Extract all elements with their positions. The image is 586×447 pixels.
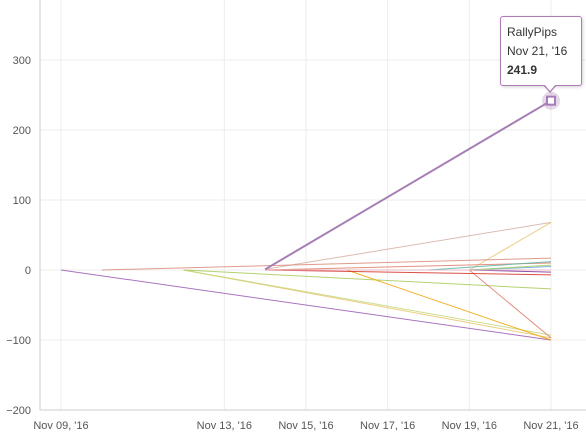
tooltip-date: Nov 21, '16 [507,44,568,58]
series-line[interactable] [60,269,552,341]
series-line[interactable] [265,269,552,276]
y-tick-label: 300 [13,55,31,67]
tooltip-value: 241.9 [507,63,538,77]
y-tick-label: 200 [13,125,31,137]
series-line-rallypips[interactable] [264,99,552,271]
axes [39,0,586,411]
series-line[interactable] [183,269,552,336]
series-group [60,99,552,341]
y-tick-label: −200 [6,405,31,417]
x-tick-label: Nov 09, '16 [33,420,88,432]
series-line[interactable] [428,261,552,271]
x-tick-label: Nov 21, '16 [523,420,578,432]
x-axis-labels: Nov 09, '16 Nov 13, '16 Nov 15, '16 Nov 17,… [33,420,578,432]
tooltip: RallyPips Nov 21, '16 241.9 [500,16,582,93]
tooltip-series-name: RallyPips [507,25,558,39]
x-tick-label: Nov 13, '16 [197,420,252,432]
x-tick-label: Nov 15, '16 [278,420,333,432]
series-line[interactable] [265,262,552,271]
markers-group [542,91,560,110]
y-axis-labels: 300 200 100 0 −100 −200 [6,55,31,417]
series-line[interactable] [346,269,552,341]
series-line[interactable] [265,221,552,270]
hover-point-marker[interactable] [546,95,556,106]
series-line[interactable] [469,264,552,271]
x-tick-label: Nov 19, '16 [442,420,497,432]
series-line[interactable] [183,269,552,290]
y-tick-label: −100 [6,335,31,347]
x-tick-label: Nov 17, '16 [360,420,415,432]
y-tick-label: 100 [13,195,31,207]
series-line[interactable] [101,257,552,271]
y-tick-label: 0 [25,265,31,277]
series-line[interactable] [469,221,552,271]
series-line[interactable] [468,269,552,339]
